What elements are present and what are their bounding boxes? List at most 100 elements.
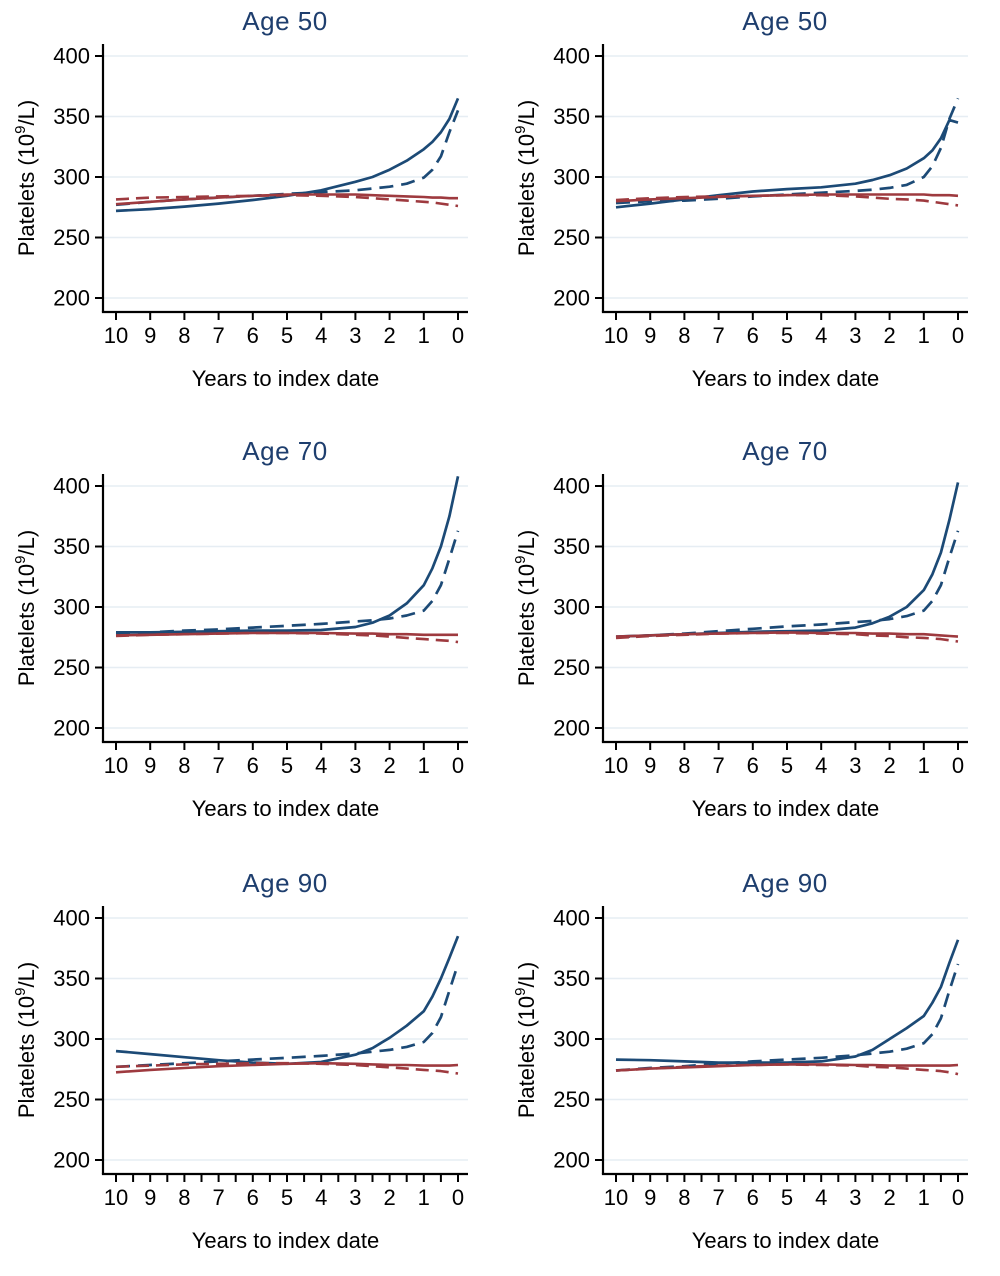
- x-tick-label: 1: [918, 323, 930, 348]
- x-tick-label: 8: [178, 323, 190, 348]
- series-navy-solid: [115, 97, 460, 213]
- series-red-dashed: [115, 631, 459, 644]
- x-tick-label: 4: [315, 323, 327, 348]
- series-red-dashed: [615, 1063, 959, 1076]
- series-red-solid: [115, 193, 458, 206]
- x-tick-label: 5: [781, 1185, 793, 1210]
- x-tick-label: 2: [883, 323, 895, 348]
- x-tick-label: 7: [212, 323, 224, 348]
- x-axis-title: Years to index date: [192, 1228, 380, 1253]
- x-tick-label: 1: [418, 753, 430, 778]
- x-tick-label: 10: [604, 1185, 628, 1210]
- x-tick-label: 9: [644, 753, 656, 778]
- series-navy-dashed: [615, 530, 960, 639]
- x-axis-title: Years to index date: [692, 366, 880, 391]
- panel-age90-left: Age 90 200 250 300 350 400 10 9 8 7 6 5 4 3 2 1 0 Years …: [0, 844, 500, 1276]
- x-tick-label: 7: [712, 323, 724, 348]
- y-tick-label: 350: [553, 534, 590, 559]
- y-axis-title: Platelets (109/L): [512, 100, 539, 256]
- series-red-dashed: [615, 193, 959, 207]
- x-tick-label: 7: [712, 753, 724, 778]
- x-tick-label: 4: [315, 753, 327, 778]
- x-tick-label: 1: [918, 1185, 930, 1210]
- x-tick-label: 2: [883, 753, 895, 778]
- panel-title: Age 70: [242, 436, 328, 466]
- y-tick-label: 400: [553, 474, 590, 499]
- panel-title: Age 70: [742, 436, 828, 466]
- x-tick-label: 1: [418, 323, 430, 348]
- y-tick-label: 300: [553, 1027, 590, 1052]
- y-axis-title: Platelets (109/L): [12, 530, 39, 686]
- y-tick-label: 350: [553, 104, 590, 129]
- x-tick-label: 4: [815, 323, 827, 348]
- y-tick-label: 400: [53, 906, 90, 931]
- y-axis-title: Platelets (109/L): [512, 962, 539, 1118]
- x-tick-label: 7: [212, 1185, 224, 1210]
- y-tick-label: 250: [53, 655, 90, 680]
- y-tick-label: 400: [53, 44, 90, 69]
- y-tick-label: 250: [553, 655, 590, 680]
- x-tick-label: 5: [781, 323, 793, 348]
- x-tick-label: 8: [678, 753, 690, 778]
- y-tick-label: 350: [553, 966, 590, 991]
- y-tick-label: 200: [53, 716, 90, 741]
- x-tick-label: 6: [747, 1185, 759, 1210]
- x-tick-label: 3: [849, 753, 861, 778]
- x-axis-title: Years to index date: [192, 796, 380, 821]
- x-tick-label: 5: [281, 1185, 293, 1210]
- x-axis-title: Years to index date: [692, 796, 880, 821]
- panel-age70-right: Age 70 200 250 300 350 400 10 9 8 7 6 5 4 3 2 1 0 Years …: [500, 412, 1000, 844]
- y-tick-label: 350: [53, 534, 90, 559]
- x-tick-label: 6: [247, 753, 259, 778]
- y-tick-label: 200: [53, 286, 90, 311]
- panel-title: Age 90: [242, 868, 328, 898]
- panel-age50-left: Age 50 200 250 300 350 400 10 9 8 7 6 5 4 3 2 1 0 Years …: [0, 0, 500, 412]
- x-tick-label: 2: [383, 1185, 395, 1210]
- y-tick-label: 250: [553, 1087, 590, 1112]
- y-tick-label: 400: [53, 474, 90, 499]
- series-red-dashed: [115, 1061, 459, 1075]
- x-tick-label: 0: [952, 753, 964, 778]
- series-red-dashed: [115, 193, 459, 208]
- x-tick-label: 10: [104, 1185, 128, 1210]
- series-navy-dashed: [115, 109, 460, 207]
- x-tick-label: 4: [315, 1185, 327, 1210]
- x-tick-label: 0: [952, 1185, 964, 1210]
- x-tick-label: 10: [104, 753, 128, 778]
- x-tick-label: 10: [604, 753, 628, 778]
- y-tick-label: 250: [53, 225, 90, 250]
- y-tick-label: 400: [553, 44, 590, 69]
- x-tick-label: 9: [144, 753, 156, 778]
- series-navy-solid: [115, 935, 460, 1066]
- x-tick-label: 2: [883, 1185, 895, 1210]
- panel-age70-left: Age 70 200 250 300 350 400 10 9 8 7 6 5 4 3 2 1 0 Years …: [0, 412, 500, 844]
- y-axis-title: Platelets (109/L): [12, 962, 39, 1118]
- x-tick-label: 5: [781, 753, 793, 778]
- panel-title: Age 50: [742, 6, 828, 36]
- x-tick-label: 3: [349, 753, 361, 778]
- series-navy-dashed: [615, 963, 960, 1072]
- x-tick-label: 3: [849, 1185, 861, 1210]
- x-tick-label: 9: [144, 323, 156, 348]
- x-tick-label: 9: [644, 1185, 656, 1210]
- x-tick-label: 7: [212, 753, 224, 778]
- y-tick-label: 300: [553, 595, 590, 620]
- panel-age50-right: Age 50 200 250 300 350 400 10 9 8 7 6 5 4 3 2 1 0 Years …: [500, 0, 1000, 412]
- x-tick-label: 0: [452, 1185, 464, 1210]
- x-tick-label: 10: [604, 323, 628, 348]
- x-tick-label: 2: [383, 323, 395, 348]
- x-tick-label: 2: [383, 753, 395, 778]
- x-tick-label: 4: [815, 753, 827, 778]
- series-navy-solid: [615, 939, 960, 1064]
- x-tick-label: 5: [281, 323, 293, 348]
- x-tick-label: 6: [247, 323, 259, 348]
- x-tick-label: 8: [178, 1185, 190, 1210]
- x-tick-label: 6: [747, 753, 759, 778]
